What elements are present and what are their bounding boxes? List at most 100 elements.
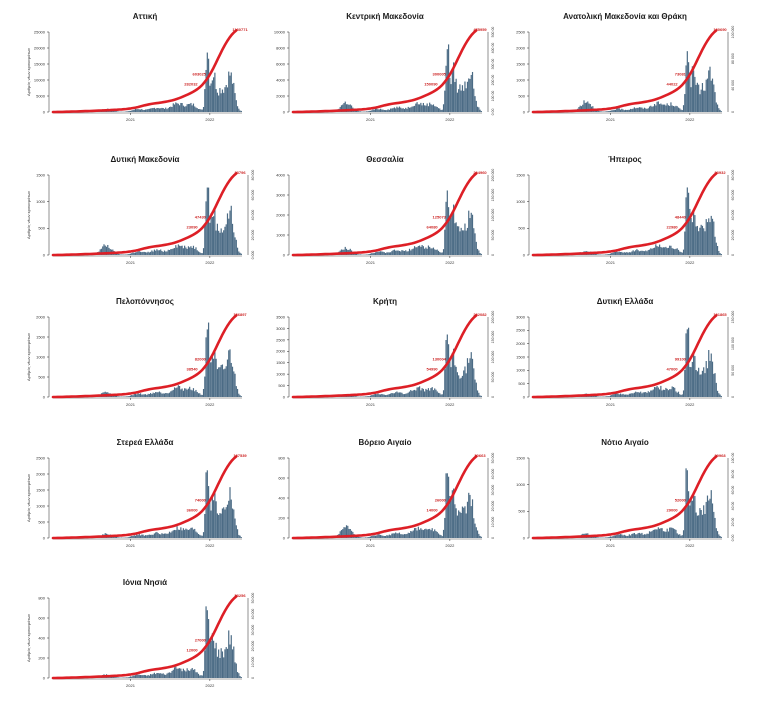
- chart-panel: Ιόνια Νησιά Αριθμός νέων κρουσμάτων 0 200 40…: [20, 578, 270, 708]
- bar: [714, 373, 716, 397]
- right-tick-label: 150 000: [491, 331, 495, 344]
- bar: [476, 530, 479, 538]
- bar: [143, 109, 145, 112]
- bar: [619, 109, 622, 112]
- bar: [684, 94, 686, 112]
- bar: [419, 104, 421, 112]
- bar: [142, 675, 144, 678]
- bar: [235, 100, 237, 112]
- bar: [596, 254, 598, 255]
- bar: [704, 513, 706, 538]
- bar: [358, 254, 360, 255]
- bar: [405, 107, 407, 112]
- bar: [407, 251, 409, 255]
- bar: [210, 362, 212, 397]
- bar: [155, 108, 157, 112]
- bar: [235, 386, 237, 397]
- bar: [708, 70, 710, 112]
- bar: [191, 667, 193, 678]
- bar: [171, 531, 173, 538]
- callout-label: 47000: [667, 366, 679, 371]
- bar: [182, 390, 184, 397]
- bar: [179, 668, 181, 678]
- bar: [148, 252, 150, 255]
- bar: [407, 392, 409, 397]
- bar: [694, 496, 696, 538]
- bar: [680, 535, 682, 538]
- bar: [464, 223, 466, 255]
- bar-series: [293, 190, 482, 255]
- bar: [632, 250, 634, 255]
- y-tick-label: 1500: [36, 334, 46, 339]
- bar: [419, 245, 421, 255]
- bar: [469, 494, 471, 538]
- bar: [112, 676, 114, 678]
- bar: [412, 248, 414, 255]
- bar: [617, 393, 619, 397]
- final-total-label: 156897: [233, 312, 247, 317]
- right-tick-label: 200 000: [491, 169, 495, 182]
- bar: [434, 388, 436, 397]
- bar: [393, 393, 395, 397]
- bar: [373, 252, 375, 255]
- bar: [599, 111, 601, 112]
- bar: [187, 670, 190, 678]
- bar: [359, 537, 361, 538]
- bar: [445, 201, 447, 255]
- bar: [138, 393, 140, 397]
- bar: [221, 89, 224, 112]
- bar: [403, 109, 406, 112]
- bar: [165, 533, 167, 538]
- bar: [465, 230, 467, 255]
- x-tick-label: 2022: [205, 683, 215, 688]
- chart-panel: Θεσσαλία 0 1000 2000 3000 4000 0 50 000 100 000 1…: [260, 155, 510, 285]
- bar: [133, 252, 135, 255]
- bar: [638, 392, 641, 397]
- bar: [442, 390, 445, 397]
- bar: [427, 529, 430, 538]
- bar: [194, 106, 196, 112]
- y-tick-label: 2500: [516, 29, 526, 34]
- bar: [627, 394, 629, 397]
- bar: [239, 676, 241, 678]
- bar: [444, 517, 446, 538]
- bar: [196, 391, 198, 397]
- chart-svg: Αριθμός νέων κρουσμάτων05001000150020002…: [26, 312, 247, 407]
- bar: [441, 109, 443, 112]
- bar: [157, 392, 159, 397]
- right-tick-label: 100 000: [491, 351, 495, 364]
- bar: [190, 527, 192, 538]
- bar: [711, 218, 714, 255]
- bar: [686, 51, 688, 112]
- bar: [417, 526, 419, 538]
- bar: [167, 393, 169, 397]
- bar: [424, 529, 426, 538]
- bar: [661, 247, 663, 255]
- bar: [711, 503, 714, 538]
- bar: [642, 250, 644, 255]
- bar: [204, 89, 206, 112]
- bar: [129, 676, 132, 678]
- bar: [665, 531, 667, 538]
- bar: [162, 533, 164, 538]
- bar: [176, 247, 178, 255]
- bar: [426, 389, 428, 397]
- bar: [664, 104, 666, 112]
- bar: [167, 533, 169, 538]
- bar: [234, 373, 236, 397]
- bar: [226, 87, 229, 112]
- bar: [157, 533, 159, 538]
- bar: [638, 251, 641, 255]
- bar: [454, 504, 456, 538]
- bar: [442, 104, 445, 112]
- bar: [449, 495, 451, 538]
- bar: [196, 672, 198, 678]
- bar: [402, 108, 404, 112]
- right-tick-label: 50 000: [251, 593, 255, 604]
- callout-label: 22980: [667, 224, 679, 229]
- bar: [657, 101, 659, 112]
- bar: [711, 361, 714, 397]
- bar: [156, 249, 158, 255]
- x-tick-label: 2021: [366, 117, 376, 122]
- bar: [628, 252, 630, 255]
